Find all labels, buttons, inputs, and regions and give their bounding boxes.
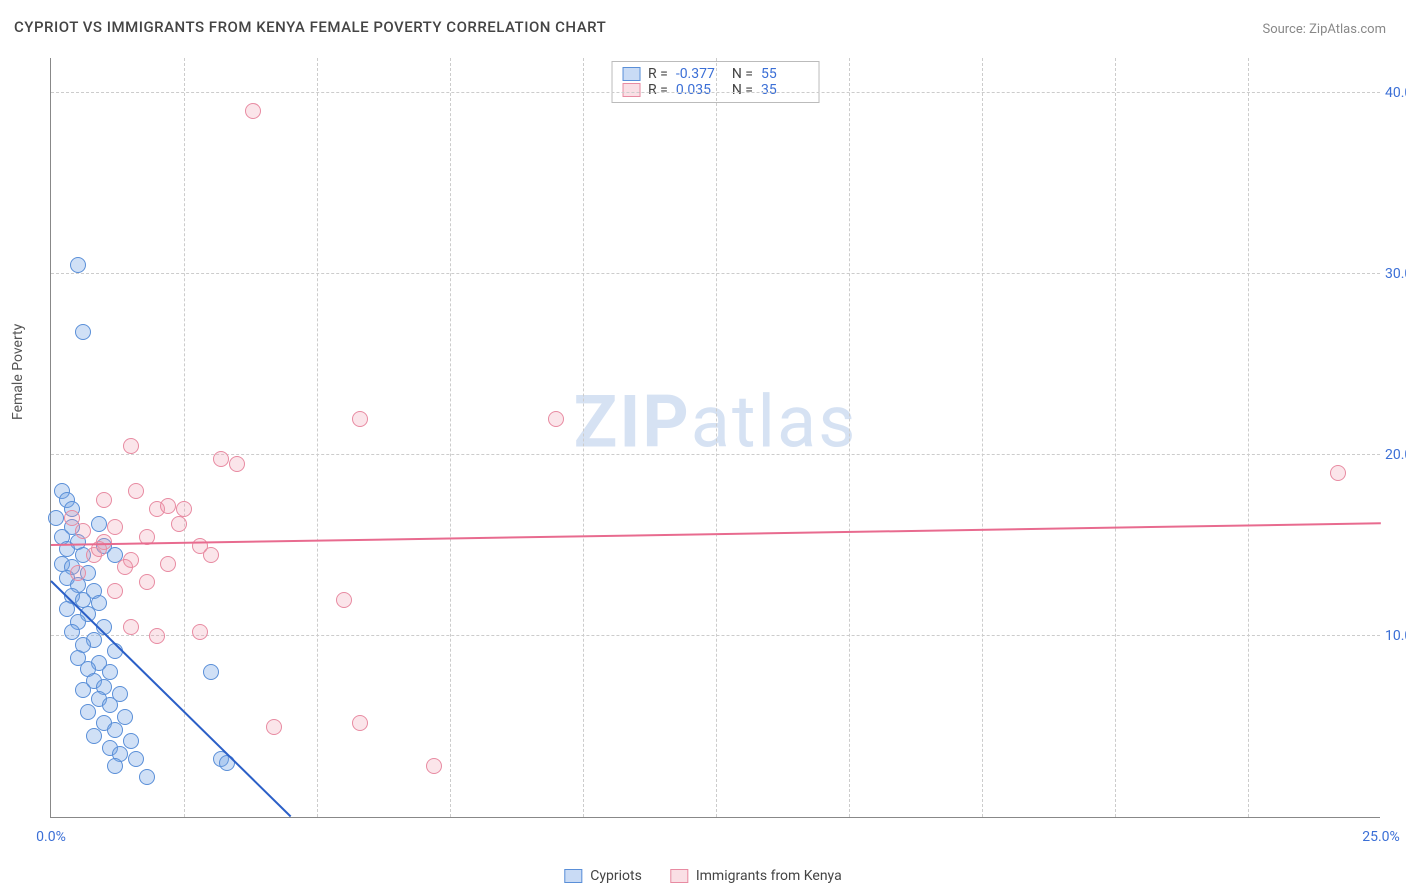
data-point-kenya	[352, 411, 368, 427]
trendline-cypriots	[50, 580, 291, 817]
data-point-kenya	[1330, 465, 1346, 481]
data-point-cypriots	[91, 516, 107, 532]
data-point-kenya	[171, 516, 187, 532]
data-point-kenya	[107, 519, 123, 535]
x-tick-label: 0.0%	[36, 829, 66, 845]
data-point-cypriots	[102, 697, 118, 713]
data-point-kenya	[229, 456, 245, 472]
data-point-cypriots	[139, 769, 155, 785]
data-point-kenya	[139, 574, 155, 590]
gridline-v	[982, 58, 983, 817]
gridline-v	[1248, 58, 1249, 817]
legend-label-cypriots: Cypriots	[590, 868, 642, 884]
gridline-v	[317, 58, 318, 817]
swatch-cypriots	[622, 67, 640, 81]
data-point-cypriots	[128, 751, 144, 767]
data-point-kenya	[70, 565, 86, 581]
data-point-kenya	[352, 715, 368, 731]
gridline-v	[450, 58, 451, 817]
data-point-kenya	[149, 628, 165, 644]
data-point-kenya	[548, 411, 564, 427]
data-point-kenya	[192, 624, 208, 640]
data-point-cypriots	[80, 704, 96, 720]
data-point-cypriots	[86, 728, 102, 744]
r-label: R =	[648, 66, 668, 82]
data-point-cypriots	[75, 682, 91, 698]
swatch-kenya	[622, 83, 640, 97]
data-point-kenya	[128, 483, 144, 499]
data-point-cypriots	[70, 257, 86, 273]
n-label: N =	[732, 66, 753, 82]
data-point-kenya	[123, 619, 139, 635]
y-tick-label: 10.0%	[1385, 628, 1406, 644]
series-legend: Cypriots Immigrants from Kenya	[564, 868, 841, 884]
plot-area: ZIPatlas R = -0.377 N = 55 R = 0.035 N =…	[50, 58, 1380, 818]
y-tick-label: 20.0%	[1385, 447, 1406, 463]
data-point-kenya	[107, 583, 123, 599]
data-point-cypriots	[75, 324, 91, 340]
gridline-v	[583, 58, 584, 817]
y-tick-label: 40.0%	[1385, 85, 1406, 101]
data-point-kenya	[75, 523, 91, 539]
data-point-kenya	[64, 510, 80, 526]
n-value-kenya: 35	[761, 82, 809, 98]
n-label: N =	[732, 82, 753, 98]
legend-label-kenya: Immigrants from Kenya	[696, 868, 842, 884]
gridline-v	[716, 58, 717, 817]
swatch-kenya-icon	[670, 869, 688, 883]
data-point-cypriots	[107, 758, 123, 774]
data-point-kenya	[96, 492, 112, 508]
legend-item-kenya: Immigrants from Kenya	[670, 868, 842, 884]
data-point-kenya	[336, 592, 352, 608]
watermark-bold: ZIP	[574, 380, 691, 465]
data-point-cypriots	[203, 664, 219, 680]
y-axis-label: Female Poverty	[10, 324, 26, 420]
data-point-kenya	[117, 559, 133, 575]
gridline-v	[849, 58, 850, 817]
data-point-kenya	[160, 498, 176, 514]
n-value-cypriots: 55	[761, 66, 809, 82]
chart-title: CYPRIOT VS IMMIGRANTS FROM KENYA FEMALE …	[14, 18, 606, 36]
data-point-kenya	[123, 438, 139, 454]
legend-item-cypriots: Cypriots	[564, 868, 642, 884]
gridline-v	[1115, 58, 1116, 817]
data-point-kenya	[160, 556, 176, 572]
data-point-kenya	[203, 547, 219, 563]
data-point-cypriots	[48, 510, 64, 526]
data-point-kenya	[266, 719, 282, 735]
gridline-v	[184, 58, 185, 817]
y-tick-label: 30.0%	[1385, 266, 1406, 282]
x-tick-label: 25.0%	[1362, 829, 1400, 845]
source-attribution: Source: ZipAtlas.com	[1262, 22, 1386, 37]
data-point-kenya	[245, 103, 261, 119]
swatch-cypriots-icon	[564, 869, 582, 883]
r-label: R =	[648, 82, 668, 98]
data-point-kenya	[426, 758, 442, 774]
data-point-kenya	[213, 451, 229, 467]
data-point-cypriots	[107, 722, 123, 738]
